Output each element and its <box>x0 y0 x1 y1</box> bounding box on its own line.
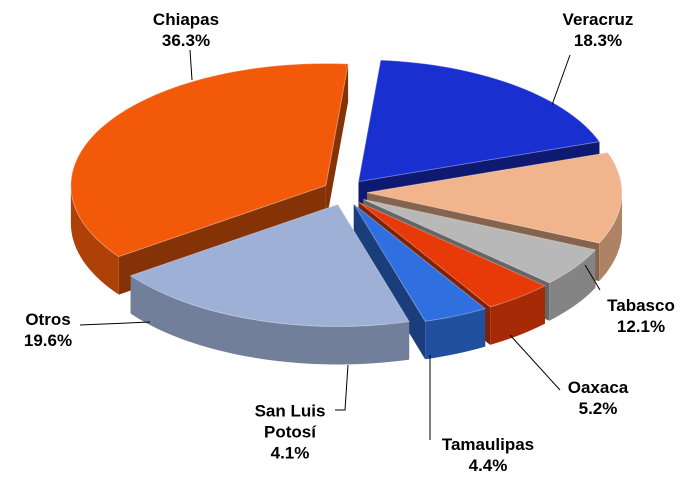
category-label: Tabasco <box>607 296 675 315</box>
slice <box>357 59 601 183</box>
leader-line <box>335 364 349 411</box>
value-label: 36.3% <box>161 31 211 50</box>
slice-label: Otros 19.6% <box>24 309 72 351</box>
slice-side <box>599 192 622 282</box>
category-label: Chiapas <box>152 10 220 29</box>
slice <box>353 203 487 322</box>
category-label: Oaxaca <box>567 378 629 397</box>
leader-line <box>189 49 193 81</box>
category-label: Otros <box>25 310 71 329</box>
slice-side <box>325 63 349 224</box>
category-label: Veracruz <box>562 10 634 29</box>
slice-label: San Luis Potosí 4.1% <box>235 401 345 464</box>
leader-line <box>79 321 151 326</box>
slice <box>129 203 410 365</box>
slice-side <box>549 249 596 321</box>
slice <box>129 203 410 327</box>
slice <box>70 62 349 258</box>
slice-label: Tabasco 12.1% <box>607 295 675 337</box>
leader-line <box>584 264 601 291</box>
slice-label: Tamaulipas 4.4% <box>442 434 534 476</box>
slice-label: Oaxaca 5.2% <box>568 377 629 419</box>
slice-side <box>70 185 119 295</box>
leader-line <box>509 334 561 391</box>
value-label: 5.2% <box>578 399 618 418</box>
slice <box>363 198 597 284</box>
value-label: 19.6% <box>23 331 73 350</box>
slice-label: Veracruz 18.3% <box>563 9 634 51</box>
pie <box>70 59 623 365</box>
category-label: San Luis Potosí <box>254 401 326 442</box>
value-label: 12.1% <box>616 317 666 336</box>
category-label: Tamaulipas <box>441 435 535 454</box>
slice-side <box>490 285 545 345</box>
slice-label: Chiapas 36.3% <box>153 9 219 51</box>
slice <box>358 201 547 308</box>
slice-side <box>425 308 486 360</box>
value-label: 4.4% <box>468 456 508 475</box>
leader-line <box>551 54 571 106</box>
value-label: 4.1% <box>270 443 310 463</box>
slice-side <box>130 275 410 365</box>
value-label: 18.3% <box>573 31 623 50</box>
slice <box>366 152 623 244</box>
